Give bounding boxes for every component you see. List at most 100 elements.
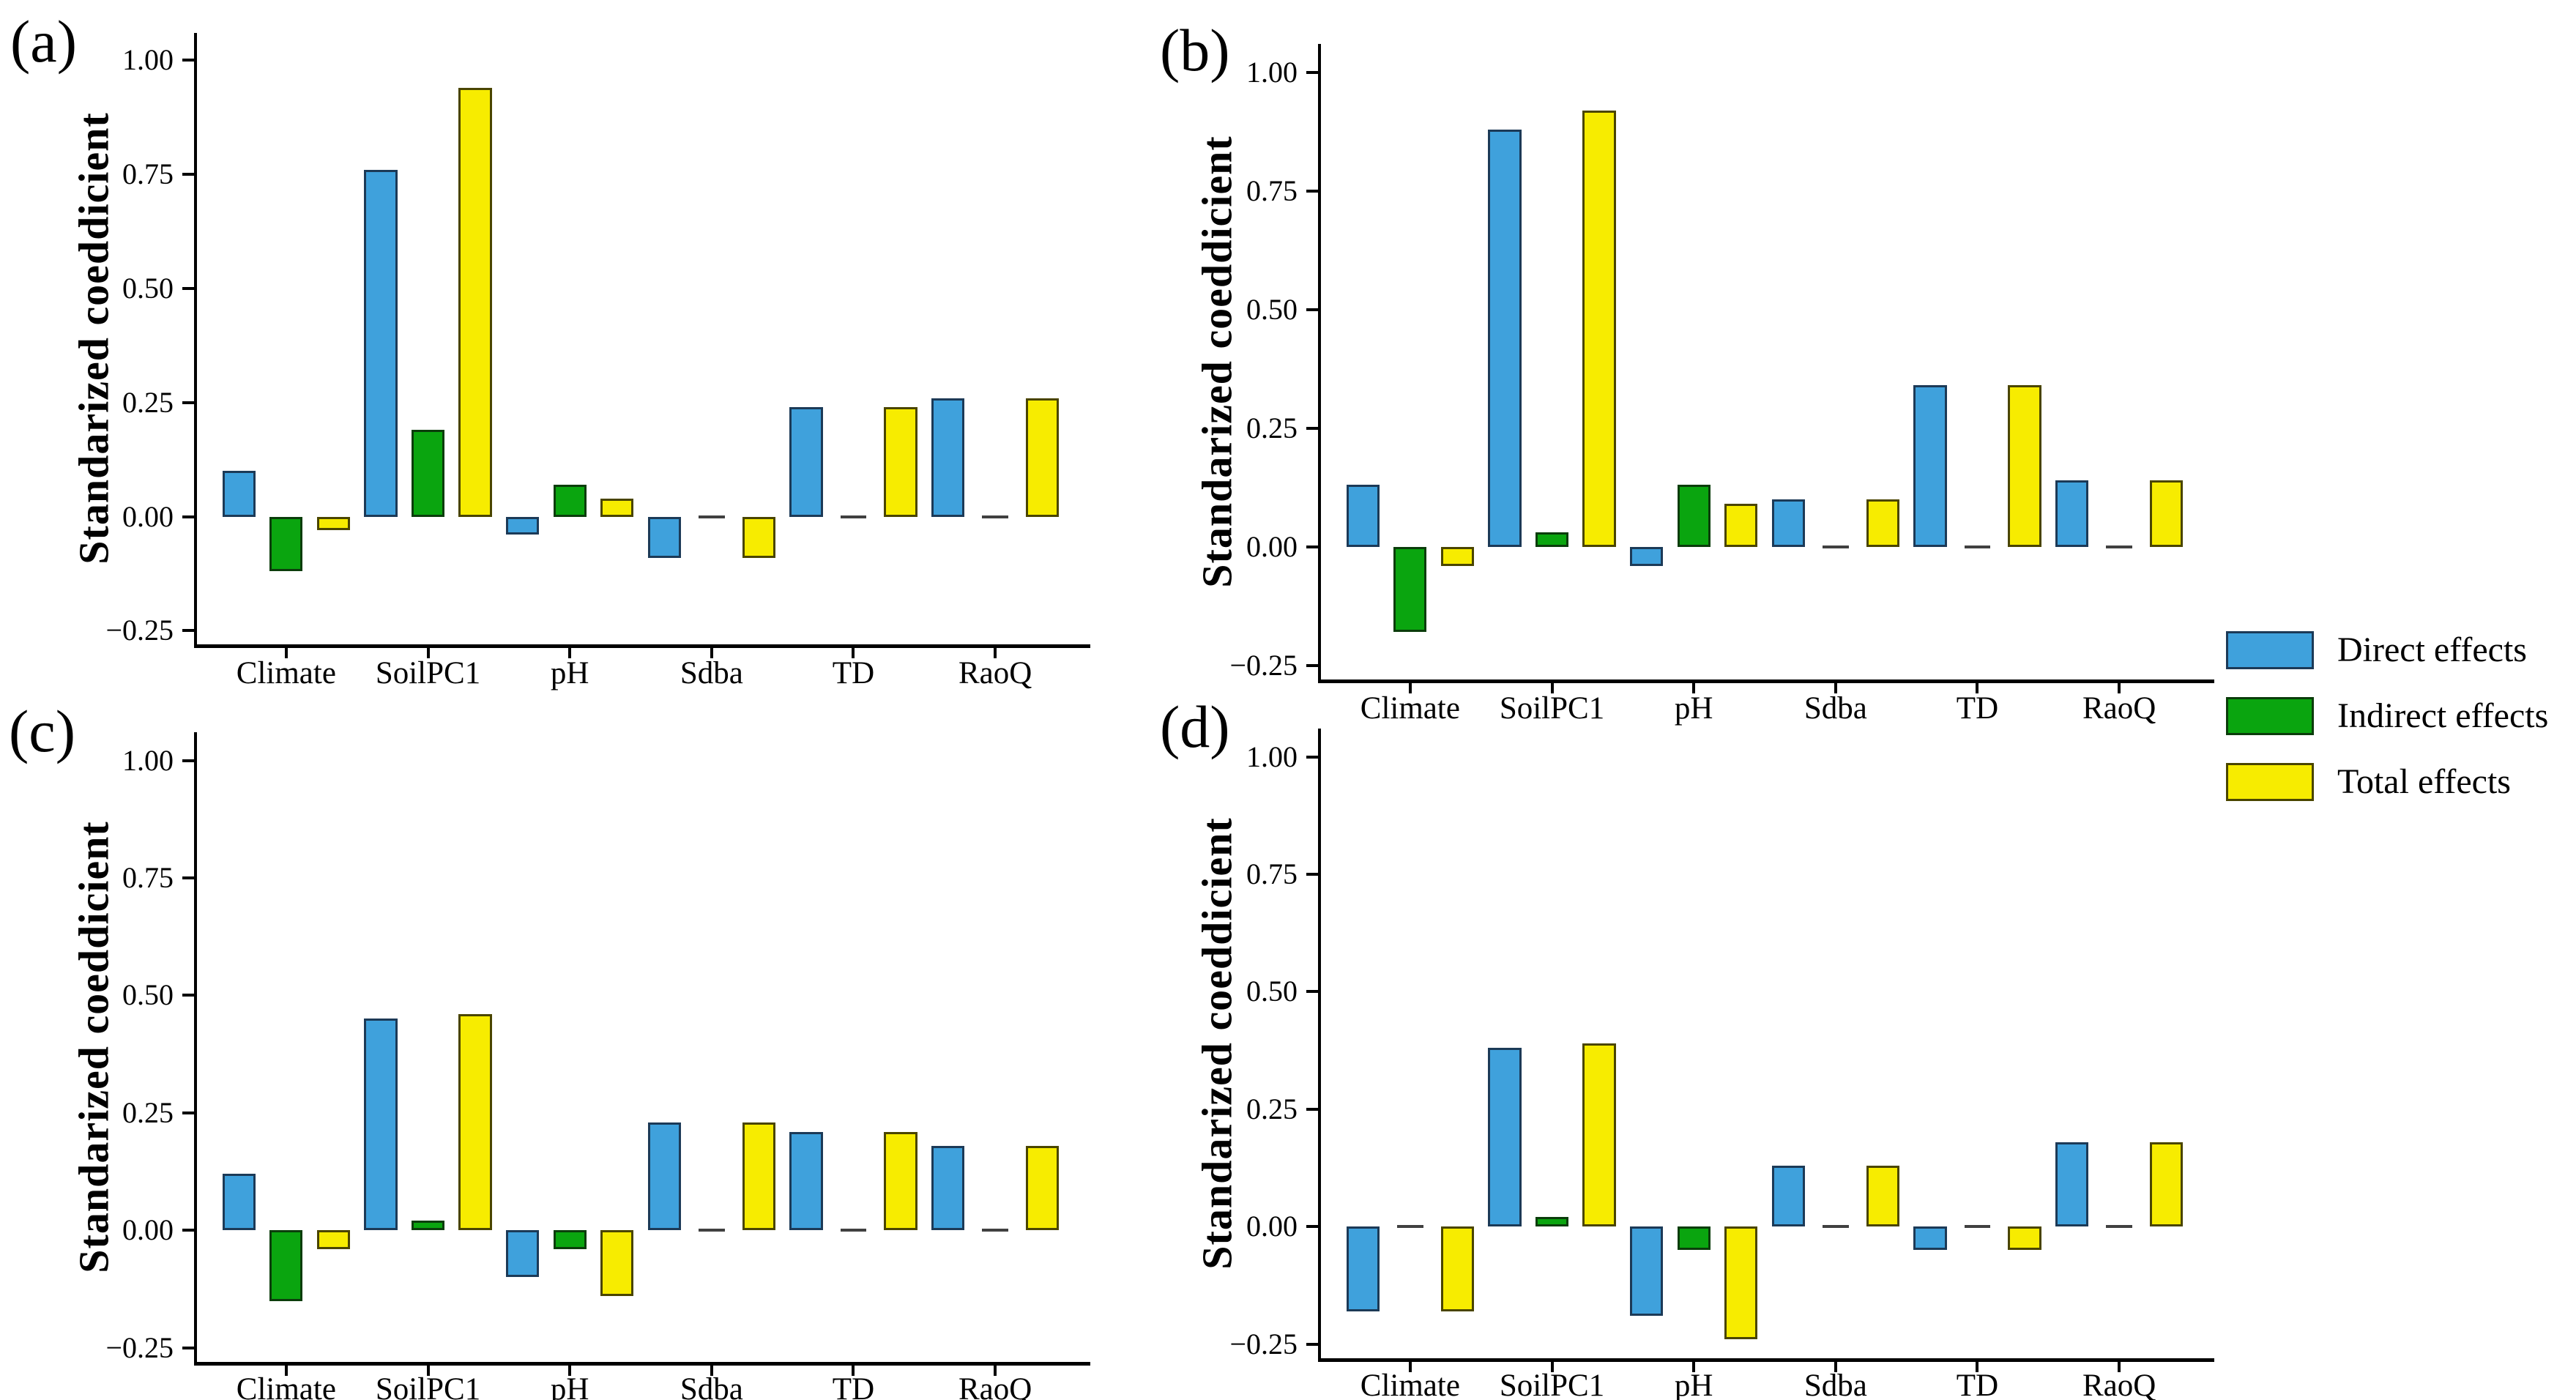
y-tick-mark <box>1306 663 1318 667</box>
bar-indirect-pH <box>1677 1226 1710 1251</box>
bar-direct-Sdba <box>1771 499 1805 547</box>
x-category-label: RaoQ <box>2082 1369 2156 1400</box>
bar-direct-Sdba <box>1771 1165 1805 1227</box>
x-category-label: Sdba <box>680 1372 743 1400</box>
legend-swatch-direct <box>2226 631 2314 669</box>
bar-direct-pH <box>1630 546 1664 566</box>
panel-letter-b: (b) <box>1160 17 1230 83</box>
x-category-label: TD <box>1956 691 1999 726</box>
y-tick-label: −0.25 <box>1229 1327 1298 1360</box>
bar-total-SoilPC1 <box>1582 110 1616 547</box>
bar-total-TD <box>884 1131 917 1231</box>
x-category-label: SoilPC1 <box>1499 1369 1605 1400</box>
x-tick-mark <box>426 1366 430 1376</box>
bar-direct-SoilPC1 <box>1488 129 1522 547</box>
x-tick-mark <box>1976 683 1979 693</box>
y-tick-label: 1.00 <box>1246 740 1298 773</box>
x-tick-mark <box>284 648 288 658</box>
x-tick-mark <box>1976 1362 1979 1372</box>
zero-dash-indirect-TD <box>840 515 867 518</box>
y-tick-label: 0.75 <box>1246 857 1298 890</box>
y-tick-mark <box>182 759 194 762</box>
bar-total-pH <box>1724 1226 1758 1340</box>
y-tick-label: −0.25 <box>105 1330 174 1364</box>
x-category-label: Climate <box>236 1372 336 1400</box>
y-tick-mark <box>1306 545 1318 548</box>
bar-total-RaoQ <box>2150 480 2184 547</box>
bar-direct-Climate <box>222 1174 256 1231</box>
legend-label-direct: Direct effects <box>2337 630 2527 669</box>
x-category-label: TD <box>832 656 875 690</box>
x-category-label: SoilPC1 <box>375 1372 481 1400</box>
x-tick-mark <box>1408 1362 1412 1372</box>
bar-direct-RaoQ <box>931 1145 965 1231</box>
bar-total-TD <box>884 406 917 517</box>
x-category-label: TD <box>832 1372 875 1400</box>
y-tick-mark <box>182 876 194 879</box>
bar-direct-TD <box>1913 385 1947 547</box>
y-tick-mark <box>1306 1342 1318 1346</box>
y-tick-label: 0.75 <box>122 157 174 191</box>
y-tick-label: 0.50 <box>122 271 174 305</box>
x-tick-mark <box>1408 683 1412 693</box>
bar-total-SoilPC1 <box>458 1014 492 1231</box>
x-tick-mark <box>994 648 997 658</box>
y-tick-mark <box>1306 1225 1318 1229</box>
bar-total-SoilPC1 <box>458 87 492 517</box>
y-tick-mark <box>1306 1107 1318 1111</box>
legend-swatch-total <box>2226 763 2314 801</box>
bar-total-Climate <box>1440 546 1474 566</box>
zero-dash-indirect-Sdba <box>1823 545 1849 548</box>
x-category-label: SoilPC1 <box>1499 691 1605 726</box>
x-tick-mark <box>2118 1362 2121 1372</box>
bar-direct-TD <box>789 406 823 517</box>
y-tick-mark <box>182 994 194 997</box>
x-category-label: SoilPC1 <box>375 656 481 690</box>
x-tick-mark <box>1550 683 1554 693</box>
bar-indirect-SoilPC1 <box>1535 532 1569 547</box>
bar-direct-RaoQ <box>931 398 965 517</box>
bar-direct-SoilPC1 <box>364 169 398 517</box>
x-tick-mark <box>710 648 713 658</box>
y-tick-label: 0.75 <box>1246 174 1298 207</box>
y-tick-mark <box>182 173 194 176</box>
panel-letter-a: (a) <box>10 8 78 75</box>
bar-total-Sdba <box>1866 1165 1899 1227</box>
y-tick-label: 1.00 <box>122 743 174 777</box>
y-tick-label: 0.25 <box>122 385 174 419</box>
plot-area-c <box>194 732 1090 1366</box>
y-tick-mark <box>182 629 194 633</box>
zero-dash-indirect-RaoQ <box>2106 1225 2132 1229</box>
bar-direct-SoilPC1 <box>364 1019 398 1231</box>
x-category-label: Sdba <box>1803 1369 1867 1400</box>
bar-indirect-pH <box>553 484 587 517</box>
y-tick-label: 1.00 <box>122 43 174 77</box>
x-category-label: Sdba <box>680 656 743 690</box>
x-category-label: pH <box>1674 1369 1713 1400</box>
x-tick-mark <box>568 648 572 658</box>
zero-dash-indirect-RaoQ <box>982 1229 1008 1232</box>
legend-item-direct: Direct effects <box>2226 631 2548 669</box>
bar-total-pH <box>600 1230 634 1297</box>
bar-total-pH <box>600 498 634 517</box>
x-category-label: RaoQ <box>958 1372 1032 1400</box>
bar-direct-TD <box>1913 1226 1947 1251</box>
x-tick-mark <box>710 1366 713 1376</box>
bar-indirect-SoilPC1 <box>411 430 445 517</box>
bar-direct-pH <box>506 1230 540 1278</box>
x-tick-mark <box>1550 1362 1554 1372</box>
x-tick-mark <box>994 1366 997 1376</box>
bar-total-Sdba <box>1866 499 1899 547</box>
y-tick-label: 0.75 <box>122 860 174 894</box>
y-tick-mark <box>182 1229 194 1232</box>
zero-dash-indirect-Sdba <box>1823 1225 1849 1229</box>
legend-swatch-indirect <box>2226 697 2314 735</box>
bar-total-Climate <box>316 1230 350 1249</box>
legend: Direct effects Indirect effects Total ef… <box>2226 631 2548 829</box>
bar-total-RaoQ <box>2150 1142 2184 1227</box>
y-tick-mark <box>1306 189 1318 193</box>
bar-total-TD <box>2008 1226 2041 1251</box>
x-category-label: pH <box>550 1372 589 1400</box>
y-tick-label: 0.00 <box>122 499 174 533</box>
